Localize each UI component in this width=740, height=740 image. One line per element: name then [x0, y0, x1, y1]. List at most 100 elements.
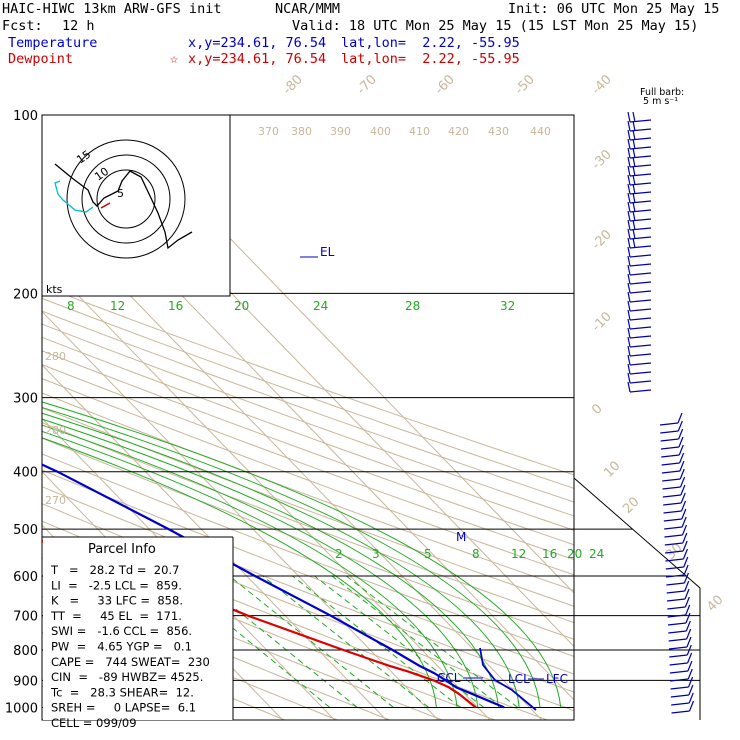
- wind-barb-flag: [627, 327, 631, 339]
- hodograph-ring-5: [96, 169, 156, 229]
- parcel-info-row: CAPE = 744 SWEAT= 230: [51, 655, 210, 669]
- theta-left-label: 280: [45, 424, 66, 437]
- wind-barb-shaft: [669, 662, 688, 666]
- isotherm-label: 10: [601, 459, 623, 481]
- isotherm-label: -70: [354, 72, 380, 98]
- dewpoint-xy: x,y=234.61, 76.54: [188, 51, 327, 67]
- moist-adiabat-line: [42, 412, 520, 708]
- isotherm-line: [42, 257, 491, 720]
- lfc-label: LFC: [546, 672, 568, 686]
- wind-barb-flag: [686, 636, 692, 648]
- wind-barb-shaft: [663, 502, 682, 506]
- wind-barb-shaft: [665, 566, 684, 570]
- wind-barb-flag: [627, 210, 631, 222]
- parcel-info-row: CELL = 099/09: [51, 716, 137, 730]
- wind-barb-flag: [627, 219, 631, 231]
- hodograph-ring-10: [81, 154, 171, 244]
- isotherm-label: 40: [704, 593, 726, 615]
- dry-adiabat-line: [42, 336, 574, 531]
- wind-barb-flag: [681, 524, 688, 536]
- dry-adiabat-line: [42, 310, 574, 503]
- wind-barb-shaft: [661, 470, 680, 474]
- wind-barb-flag: [688, 700, 695, 712]
- mixing-ratio-line: [346, 575, 518, 708]
- wind-barb-flag: [680, 484, 686, 496]
- wind-barb-flag: [627, 228, 631, 240]
- wind-barb-shaft: [668, 638, 687, 642]
- wind-barb-shaft: [629, 263, 652, 267]
- wind-barb-shaft: [629, 308, 652, 312]
- mixing-ratio-label: 12: [511, 547, 526, 561]
- wind-barb-flag: [627, 129, 631, 141]
- wind-barb-flag: [686, 628, 692, 640]
- thetae-label: 20: [234, 299, 249, 313]
- wind-barb-shaft: [670, 678, 689, 682]
- pressure-tick-label: 700: [13, 610, 38, 625]
- wind-barb-flag: [627, 318, 631, 330]
- parcel-info-row: SWI = -1.6 CCL = 856.: [51, 624, 192, 638]
- parcel-info-row: TT = 45 EL = 171.: [50, 609, 182, 623]
- theta-label: 420: [448, 125, 469, 138]
- theta-left-label: 270: [45, 494, 66, 507]
- wind-barb-flag: [679, 452, 685, 464]
- wind-barb-shaft: [629, 380, 652, 384]
- isotherm-label: -20: [589, 227, 615, 253]
- wind-barb-shaft: [629, 290, 652, 294]
- barb-header-line2: 5 m s⁻¹: [643, 96, 678, 107]
- wind-barb-flag: [632, 165, 636, 177]
- init-time: Init: 06 UTC Mon 25 May 15: [508, 1, 720, 17]
- wind-barb-flag: [627, 201, 631, 213]
- wind-barb-flag: [627, 363, 631, 375]
- thetae-label: 12: [110, 299, 125, 313]
- wind-barb-flag: [632, 111, 636, 123]
- parcel-info-row: PW = 4.65 YGP = 0.1: [51, 640, 192, 654]
- mixing-ratio-line: [229, 575, 394, 708]
- wind-barb-flag: [627, 165, 631, 177]
- isotherm-label: -40: [589, 72, 615, 98]
- parcel-info-row: CIN = -89 HWBZ= 4525.: [51, 670, 203, 684]
- wind-barb-shaft: [661, 454, 680, 458]
- parcel-info-row: K = 33 LFC = 858.: [51, 594, 183, 608]
- wind-barb-flag: [684, 580, 690, 592]
- wind-barb-flag: [681, 516, 687, 528]
- valid-time: Valid: 18 UTC Mon 25 May 15 (15 LST Mon …: [292, 18, 699, 34]
- m-label: M: [456, 530, 466, 544]
- pressure-tick-label: 500: [13, 523, 38, 538]
- wind-barb-flag: [627, 291, 631, 303]
- wind-barb-flag: [680, 476, 686, 488]
- wind-barb-shaft: [629, 353, 652, 357]
- theta-label: 430: [488, 125, 509, 138]
- isotherm-line: [0, 115, 24, 720]
- mixing-ratio-line: [262, 575, 429, 708]
- wind-barb-flag: [632, 192, 636, 204]
- temperature-latlon: lat,lon= 2.22, -55.95: [341, 35, 520, 51]
- wind-barb-flag: [679, 460, 685, 472]
- wind-barb-shaft: [629, 317, 652, 321]
- wind-barb-shaft: [660, 446, 680, 450]
- hodograph-frame: [41, 114, 231, 297]
- org-label: NCAR/MMM: [275, 1, 341, 17]
- isotherm-label: -60: [432, 72, 458, 98]
- wind-barb-shaft: [665, 558, 684, 562]
- parcel-info-box: [43, 537, 233, 720]
- wind-barb-flag: [632, 201, 636, 213]
- wind-barb-shaft: [664, 534, 683, 538]
- pressure-tick-label: 400: [13, 466, 38, 481]
- moist-adiabat-line: [42, 437, 437, 708]
- thetae-label: 28: [405, 299, 420, 313]
- wind-barb-flag: [627, 237, 631, 249]
- wind-barb-shaft: [662, 494, 681, 498]
- hodograph-ring-15: [66, 139, 186, 259]
- dry-adiabat-line: [42, 285, 574, 476]
- wind-barb-shaft: [669, 654, 688, 658]
- pressure-tick-label: 200: [13, 287, 38, 302]
- dewpoint-star-icon: ☆: [170, 51, 179, 67]
- dry-adiabat-line: [42, 407, 574, 607]
- mixing-ratio-label: 16: [542, 547, 557, 561]
- wind-barb-shaft: [629, 371, 652, 375]
- wind-barb-shaft: [662, 486, 681, 490]
- wind-barb-shaft: [664, 526, 683, 530]
- lcl-label: LCL: [508, 672, 530, 686]
- parcel-info-panel: Parcel Info T = 28.2 Td = 20.7LI = -2.5 …: [42, 536, 234, 730]
- wind-barbs: [627, 111, 695, 714]
